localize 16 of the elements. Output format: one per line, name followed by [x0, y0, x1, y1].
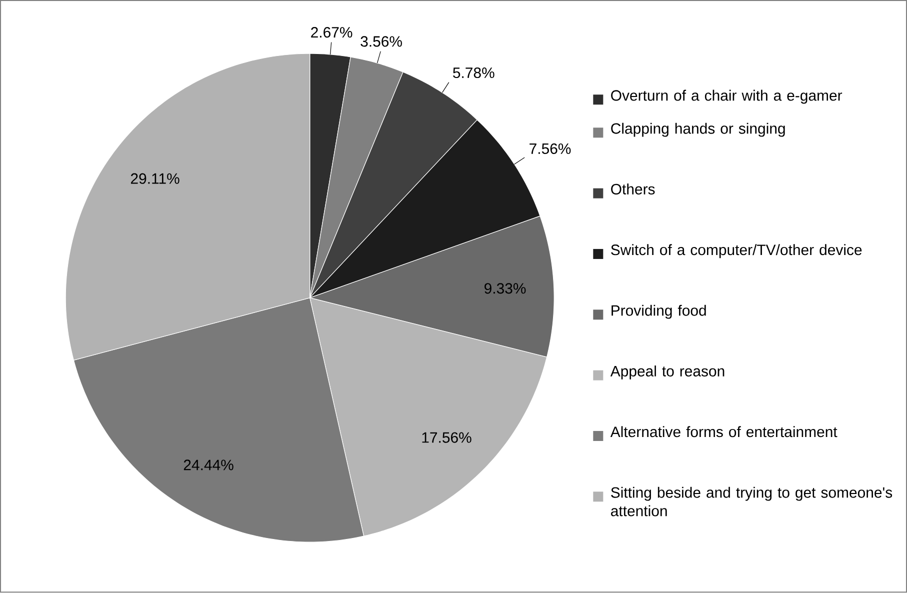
legend-label: Sitting beside and trying to get someone's attention: [611, 487, 892, 516]
data-label: 17.56%: [422, 432, 472, 443]
data-label: 3.56%: [360, 36, 402, 47]
legend-label: Appeal to reason: [610, 366, 724, 380]
legend-label: Switch of a computer/TV/other device: [611, 244, 862, 258]
legend-label: Clapping hands or singing: [611, 123, 785, 137]
data-label: 7.56%: [530, 144, 571, 154]
legend-label: Overturn of a chair with a e-gamer: [611, 90, 842, 104]
data-label: 29.11%: [130, 173, 180, 184]
data-label: 5.78%: [453, 68, 494, 78]
legend-label: Alternative forms of entertainment: [610, 426, 838, 438]
data-label: 24.44%: [184, 460, 234, 470]
legend-label: Others: [611, 184, 655, 195]
legend-label: Providing food: [612, 305, 706, 319]
data-label: 2.67%: [311, 27, 352, 38]
data-label: 9.33%: [484, 283, 526, 294]
